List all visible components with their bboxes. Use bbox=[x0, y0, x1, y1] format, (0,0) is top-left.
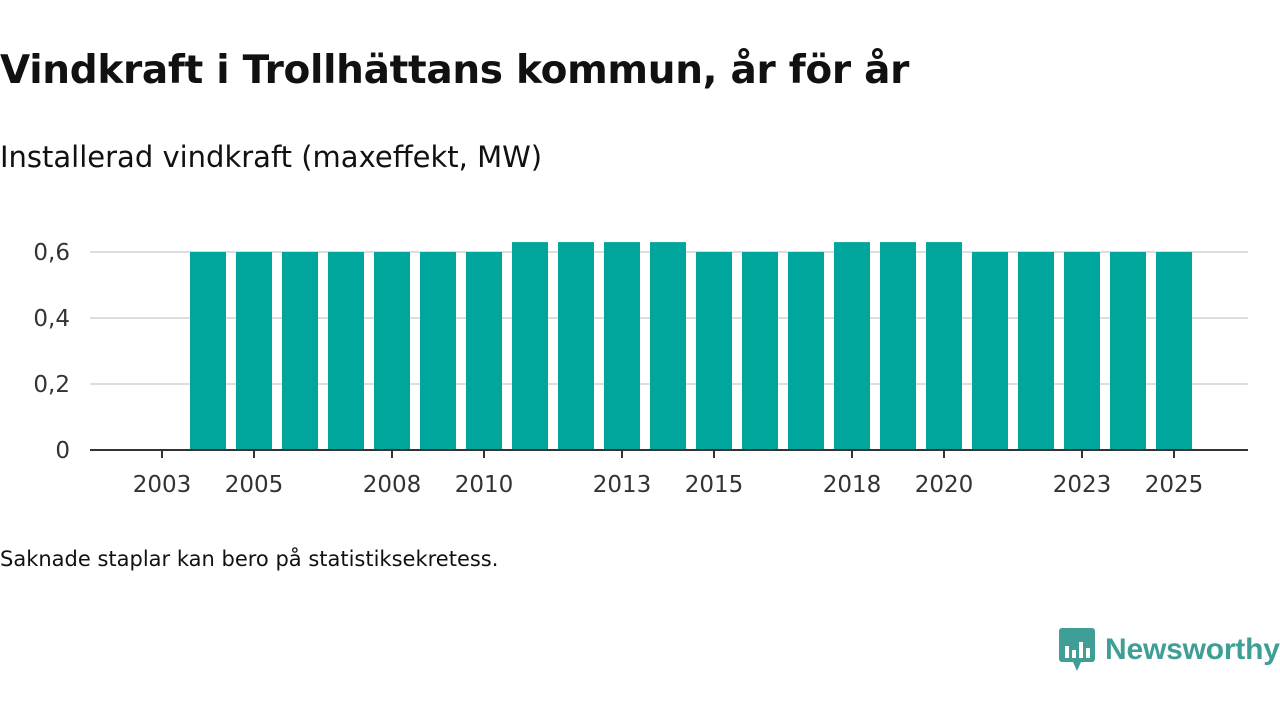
bar-chart: 0 0,2 0,4 0,6 2003 2005 2008 2010 2013 2015 2018 20… bbox=[33, 240, 1248, 498]
x-tick-label: 2010 bbox=[455, 472, 514, 498]
bar-2007 bbox=[328, 252, 364, 450]
chart-subtitle: Installerad vindkraft (maxeffekt, MW) bbox=[0, 140, 543, 174]
x-tick-label: 2018 bbox=[823, 472, 882, 498]
y-tick-label: 0,4 bbox=[33, 306, 70, 332]
bar-2024 bbox=[1110, 252, 1146, 450]
footnote: Saknade staplar kan bero på statistiksek… bbox=[0, 547, 499, 571]
bar-2023 bbox=[1064, 252, 1100, 450]
y-tick-label: 0,6 bbox=[33, 240, 70, 266]
brand-name: Newsworthy bbox=[1105, 633, 1280, 666]
bar-2020 bbox=[926, 242, 962, 450]
bar-2012 bbox=[558, 242, 594, 450]
bar-2011 bbox=[512, 242, 548, 450]
brand-logo: Newsworthy bbox=[1059, 628, 1280, 672]
x-tick-label: 2008 bbox=[363, 472, 422, 498]
bar-2018 bbox=[834, 242, 870, 450]
bar-layer bbox=[190, 242, 1192, 450]
bar-2015 bbox=[696, 252, 732, 450]
bar-2006 bbox=[282, 252, 318, 450]
bar-2021 bbox=[972, 252, 1008, 450]
bar-2009 bbox=[420, 252, 456, 450]
bar-2022 bbox=[1018, 252, 1054, 450]
bar-2008 bbox=[374, 252, 410, 450]
newsworthy-logo-icon bbox=[1059, 628, 1095, 671]
x-tick-label: 2003 bbox=[133, 472, 192, 498]
bar-2017 bbox=[788, 252, 824, 450]
bar-2014 bbox=[650, 242, 686, 450]
chart-title: Vindkraft i Trollhättans kommun, år för … bbox=[0, 48, 910, 93]
bar-2025 bbox=[1156, 252, 1192, 450]
bar-2016 bbox=[742, 252, 778, 450]
bar-2013 bbox=[604, 242, 640, 450]
axis-layer: 0 0,2 0,4 0,6 2003 2005 2008 2010 2013 2015 2018 20… bbox=[33, 240, 1248, 498]
bar-2005 bbox=[236, 252, 272, 450]
y-tick-label: 0,2 bbox=[33, 372, 70, 398]
x-tick-label: 2015 bbox=[685, 472, 744, 498]
y-tick-label: 0 bbox=[55, 438, 70, 464]
bar-2004 bbox=[190, 252, 226, 450]
bar-2019 bbox=[880, 242, 916, 450]
x-tick-label: 2025 bbox=[1145, 472, 1204, 498]
x-tick-label: 2023 bbox=[1053, 472, 1112, 498]
x-tick-label: 2020 bbox=[915, 472, 974, 498]
bar-2010 bbox=[466, 252, 502, 450]
x-tick-label: 2013 bbox=[593, 472, 652, 498]
x-tick-label: 2005 bbox=[225, 472, 284, 498]
